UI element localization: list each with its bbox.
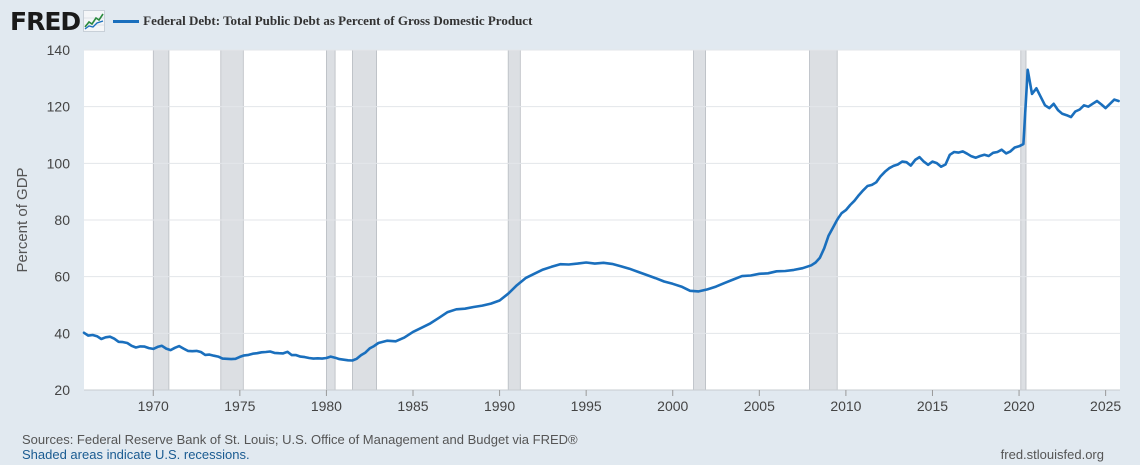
x-tick-label: 1995 [571,398,602,414]
x-tick-label: 2025 [1090,398,1121,414]
x-tick-label: 1975 [224,398,255,414]
x-tick-label: 2000 [657,398,688,414]
y-tick-label: 80 [54,212,70,228]
x-tick-label: 1980 [311,398,342,414]
y-tick-label: 100 [47,155,71,171]
legend-label: Federal Debt: Total Public Debt as Perce… [143,13,533,28]
fred-logo-text: FRED [10,6,81,36]
gridlines [84,49,1120,391]
y-tick-label: 60 [54,269,70,285]
footer-site-link[interactable]: fred.stlouisfed.org [1000,447,1104,462]
x-tick-label: 2015 [917,398,948,414]
y-tick-label: 120 [47,99,71,115]
legend-swatch [113,19,140,23]
x-tick-label: 2020 [1003,398,1034,414]
y-axis-label: Percent of GDP [14,167,31,272]
footer-recession-note: Shaded areas indicate U.S. recessions. [22,447,250,462]
fred-logo[interactable]: FRED [10,6,106,36]
x-tick-label: 1990 [484,398,515,414]
y-tick-label: 140 [47,42,71,58]
chart-legend[interactable]: Federal Debt: Total Public Debt as Perce… [113,13,532,29]
y-axis-ticks: 20 40 60 80 100 120 140 [47,42,71,398]
y-tick-label: 20 [54,382,70,398]
x-tick-label: 1970 [138,398,169,414]
x-tick-label: 2005 [744,398,775,414]
y-tick-label: 40 [54,325,70,341]
series-line[interactable] [82,68,1120,362]
x-axis-ticks: 1970 1975 1980 1985 1990 1995 2000 2005 2010 2015… [138,390,1121,414]
x-tick-label: 2010 [830,398,861,414]
footer-sources: Sources: Federal Reserve Bank of St. Lou… [22,432,578,447]
x-tick-label: 1985 [397,398,428,414]
chart-header: FRED Federal Debt: Total Public Debt as … [10,6,532,36]
line-chart-icon [83,10,106,32]
